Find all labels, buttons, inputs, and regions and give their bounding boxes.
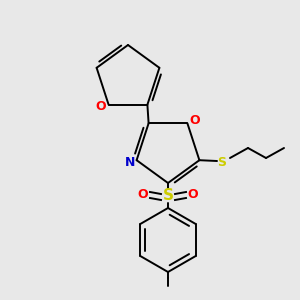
Text: O: O: [188, 188, 198, 200]
Text: S: S: [163, 188, 173, 203]
Text: N: N: [124, 156, 135, 169]
Text: O: O: [189, 114, 200, 127]
Text: O: O: [95, 100, 106, 113]
Text: O: O: [138, 188, 148, 200]
Text: S: S: [218, 157, 226, 169]
